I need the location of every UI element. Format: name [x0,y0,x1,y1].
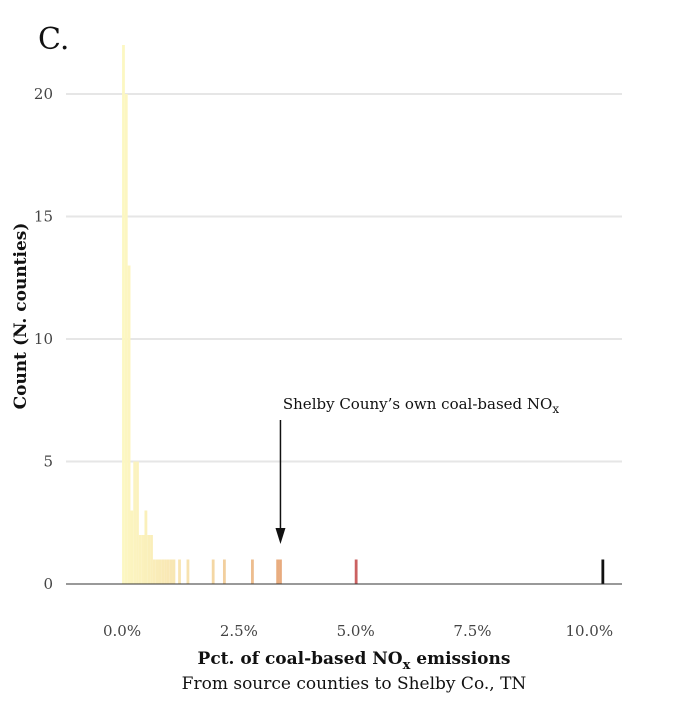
histogram-bar [136,461,139,584]
annotation-arrow-head [275,528,286,544]
x-axis-title-main: Pct. of coal-based NO [198,649,403,669]
histogram-bar [147,535,151,584]
histogram-bar [172,559,176,584]
histogram-bar [161,559,165,584]
histogram-bar [164,559,167,584]
x-axis-title: Pct. of coal-based NOx emissions [198,649,511,673]
histogram-bar [144,510,148,584]
gridlines [66,93,622,463]
x-tick-label: 5.0% [337,622,375,640]
histogram-bar [155,559,159,584]
histogram-bar [158,559,162,584]
histogram-bar [138,535,142,584]
annotation-text: Shelby Couny’s own coal-based NOx [283,395,559,416]
histogram-bar [169,559,173,584]
x-tick-label: 7.5% [453,622,491,640]
histogram-bar [211,559,215,584]
histogram-bar [127,265,131,584]
y-tick-label: 15 [34,208,53,226]
histogram-bar [152,559,156,584]
y-tick-labels: 0 5 10 15 20 [34,85,53,593]
annotation-text-main: Shelby Couny’s own coal-based NO [283,395,552,413]
x-axis-title-sub: x [403,658,411,673]
histogram-bar [601,559,605,584]
x-tick-label: 0.0% [103,622,141,640]
x-axis-title-tail: emissions [410,649,510,669]
y-axis-title: Count (N. counties) [11,223,31,410]
y-tick-label: 0 [43,575,53,593]
annotation: Shelby Couny’s own coal-based NOx [275,395,559,544]
histogram-bar [279,559,282,584]
y-tick-label: 10 [34,330,53,348]
histogram-bars [122,45,605,584]
histogram-bar [178,559,181,584]
histogram-bar [133,461,137,584]
y-tick-label: 20 [34,85,53,103]
histogram-bar [124,94,128,584]
histogram-bar [141,535,145,584]
histogram-bar [130,510,134,584]
x-tick-label: 2.5% [220,622,258,640]
histogram-bar [251,559,254,584]
histogram-bar [150,535,153,584]
x-axis-subtitle: From source counties to Shelby Co., TN [182,674,527,694]
histogram-bar [222,559,226,584]
annotation-text-sub: x [552,402,559,416]
x-tick-labels: 0.0% 2.5% 5.0% 7.5% 10.0% [103,622,613,640]
histogram-bar [166,559,170,584]
x-tick-label: 10.0% [565,622,613,640]
histogram-bar [276,559,280,584]
y-tick-label: 5 [43,453,53,471]
histogram-bar [186,559,190,584]
panel-label: C. [38,22,70,57]
histogram-bar [122,45,125,584]
histogram-bar [354,559,358,584]
